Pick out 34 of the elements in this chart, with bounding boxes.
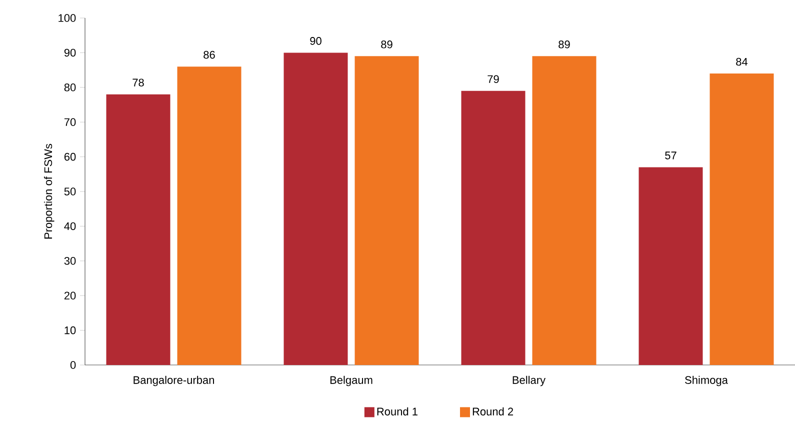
y-tick-label: 50 — [64, 188, 76, 196]
bar — [638, 167, 703, 365]
y-tick-label: 40 — [64, 222, 76, 230]
data-label: 78 — [132, 78, 144, 86]
y-tick-label: 10 — [64, 326, 76, 334]
data-label: 84 — [736, 58, 748, 66]
y-tick-label: 100 — [58, 14, 76, 22]
y-tick-label: 80 — [64, 84, 76, 92]
y-tick-label: 0 — [70, 361, 76, 369]
x-tick-label: Shimoga — [685, 376, 728, 386]
y-tick-label: 60 — [64, 152, 76, 161]
data-label: 57 — [665, 152, 676, 160]
data-label: 86 — [204, 50, 215, 59]
data-label: 89 — [558, 40, 570, 48]
x-tick-label: Bangalore-urban — [134, 376, 214, 386]
bar — [106, 94, 170, 365]
bar — [354, 56, 419, 365]
legend-label: Round 2 — [472, 407, 514, 416]
y-tick-label: 70 — [64, 118, 76, 126]
bar — [532, 56, 596, 365]
bar — [284, 52, 348, 365]
bar — [710, 74, 774, 365]
bar — [461, 90, 526, 365]
x-tick-label: Belgaum — [330, 376, 372, 386]
y-axis-title: Proportion of FSWs — [44, 144, 54, 239]
bar — [177, 66, 242, 365]
y-tick-label: 30 — [64, 257, 76, 265]
x-tick-label: Bellary — [512, 376, 546, 386]
data-label: 79 — [488, 75, 499, 84]
data-label: 90 — [310, 37, 322, 45]
y-tick-label: 20 — [64, 292, 76, 300]
legend-label: Round 1 — [377, 407, 418, 416]
y-tick-label: 90 — [64, 48, 76, 57]
data-label: 89 — [381, 40, 392, 48]
